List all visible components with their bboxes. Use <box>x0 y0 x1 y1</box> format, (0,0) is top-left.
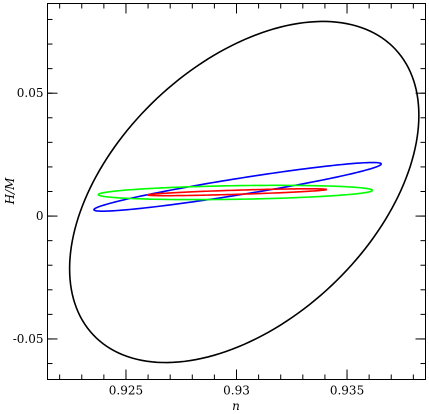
contour-1 <box>93 161 383 212</box>
y-tick-label: 0.05 <box>17 86 44 100</box>
ticks-group <box>47 3 426 380</box>
contours-group <box>68 20 420 364</box>
contour-2 <box>97 184 374 201</box>
y-axis-label: H/M <box>3 177 17 206</box>
tick-labels-group: 0.925 0.93 0.935 -0.05 0 0.05 <box>13 86 364 397</box>
x-tick-label: 0.925 <box>109 384 143 398</box>
contour-3 <box>146 188 328 197</box>
x-tick-label: 0.93 <box>223 384 250 398</box>
x-tick-label: 0.935 <box>330 384 364 398</box>
y-tick-label: 0 <box>36 209 44 223</box>
y-tick-label: -0.05 <box>13 332 44 346</box>
x-axis-label: n <box>232 399 240 413</box>
contour-0 <box>68 20 420 364</box>
